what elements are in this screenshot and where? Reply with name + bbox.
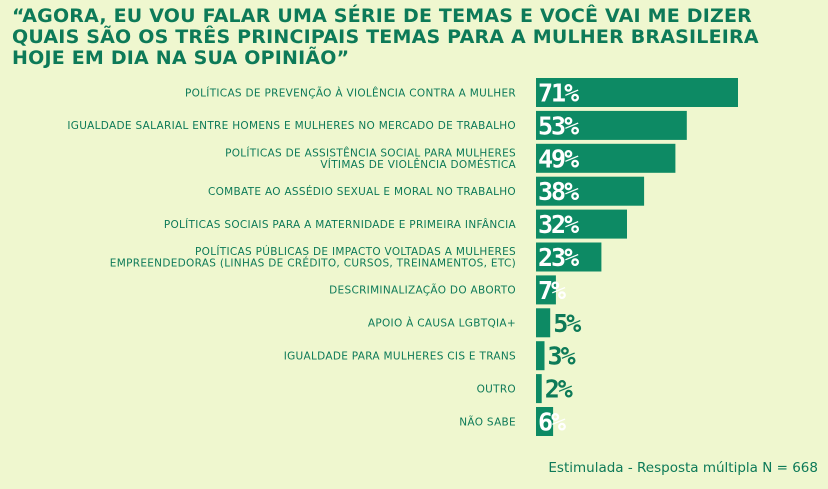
category-label: POLÍTICAS PÚBLICAS DE IMPACTO VOLTADAS A… [195, 245, 516, 258]
category-label: EMPREENDEDORAS (LINHAS DE CRÉDITO, CURSO… [110, 257, 516, 270]
bar [536, 407, 554, 436]
category-label: APOIO À CAUSA LGBTQIA+ [368, 317, 516, 330]
category-label: POLÍTICAS SOCIAIS PARA A MATERNIDADE E P… [164, 218, 517, 231]
bar [536, 176, 645, 206]
value-label: 23% [538, 243, 579, 272]
category-label: NÃO SABE [459, 415, 516, 428]
bar [536, 110, 687, 140]
bar [536, 78, 738, 107]
category-label: IGUALDADE SALARIAL ENTRE HOMENS E MULHER… [67, 120, 516, 132]
value-label: 6% [538, 408, 566, 437]
category-label: VÍTIMAS DE VIOLÊNCIA DOMÉSTICA [320, 158, 516, 171]
category-label: DESCRIMINALIZAÇÃO DO ABORTO [329, 284, 516, 297]
category-label: COMBATE AO ASSÉDIO SEXUAL E MORAL NO TRA… [208, 185, 516, 198]
bar [536, 308, 551, 338]
category-label: POLÍTICAS DE PREVENÇÃO À VIOLÊNCIA CONTR… [185, 86, 516, 99]
category-label: OUTRO [477, 383, 516, 395]
chart-title: “AGORA, EU VOU FALAR UMA SÉRIE DE TEMAS … [12, 5, 759, 69]
category-label: IGUALDADE PARA MULHERES CIS E TRANS [284, 351, 516, 363]
bar [536, 275, 556, 305]
value-label: 53% [538, 111, 579, 140]
bar [536, 209, 627, 239]
value-label: 2% [545, 375, 573, 404]
category-label: POLÍTICAS DE ASSISTÊNCIA SOCIAL PARA MUL… [225, 146, 516, 159]
value-label: 49% [538, 144, 579, 173]
bar [536, 341, 545, 371]
value-label: 71% [538, 79, 579, 108]
sample-note: Estimulada - Resposta múltipla N = 668 [548, 460, 818, 476]
value-label: 7% [538, 276, 566, 305]
value-label: 3% [548, 342, 576, 371]
bar [536, 143, 676, 173]
value-label: 5% [553, 309, 581, 338]
bar [536, 242, 602, 272]
value-label: 38% [538, 177, 579, 206]
value-label: 32% [538, 210, 579, 239]
bar [536, 374, 542, 404]
